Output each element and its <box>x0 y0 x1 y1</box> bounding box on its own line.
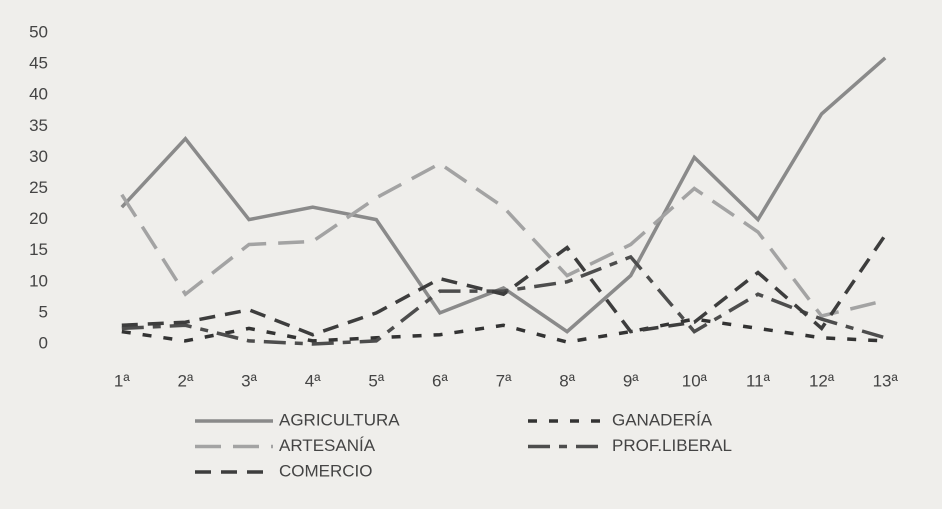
x-tick-label: 4ª <box>305 371 321 390</box>
series-line <box>120 56 887 334</box>
x-tick-label: 5ª <box>368 371 384 390</box>
x-tick-label: 10ª <box>682 371 708 390</box>
x-tick-label: 3ª <box>241 371 257 390</box>
x-tick-label: 7ª <box>496 371 512 390</box>
series-line <box>121 234 887 337</box>
y-tick-label: 45 <box>29 54 48 73</box>
series-line <box>120 161 886 318</box>
x-tick-label: 8ª <box>559 371 575 390</box>
y-tick-label: 40 <box>29 85 48 104</box>
y-tick-label: 30 <box>29 147 48 166</box>
series-line <box>121 254 886 346</box>
x-tick-label: 13ª <box>873 371 899 390</box>
x-tick-label: 12ª <box>809 371 835 390</box>
x-tick-label: 2ª <box>178 371 194 390</box>
y-tick-label: 35 <box>29 116 48 135</box>
y-tick-label: 10 <box>29 271 48 290</box>
y-tick-label: 20 <box>29 209 48 228</box>
legend-label: PROF.LIBERAL <box>612 436 732 455</box>
y-tick-label: 5 <box>39 302 48 321</box>
y-tick-label: 25 <box>29 178 48 197</box>
y-tick-label: 15 <box>29 240 48 259</box>
x-tick-label: 1ª <box>114 371 130 390</box>
x-tick-label: 9ª <box>623 371 639 390</box>
legend-label: AGRICULTURA <box>279 410 400 429</box>
legend-label: COMERCIO <box>279 461 373 480</box>
y-tick-label: 50 <box>29 22 48 41</box>
y-tick-label: 0 <box>39 333 48 352</box>
legend-label: ARTESANÍA <box>279 436 376 455</box>
series-line <box>121 317 886 344</box>
x-tick-label: 6ª <box>432 371 448 390</box>
legend-label: GANADERÍA <box>612 410 713 429</box>
x-tick-label: 11ª <box>746 371 771 390</box>
